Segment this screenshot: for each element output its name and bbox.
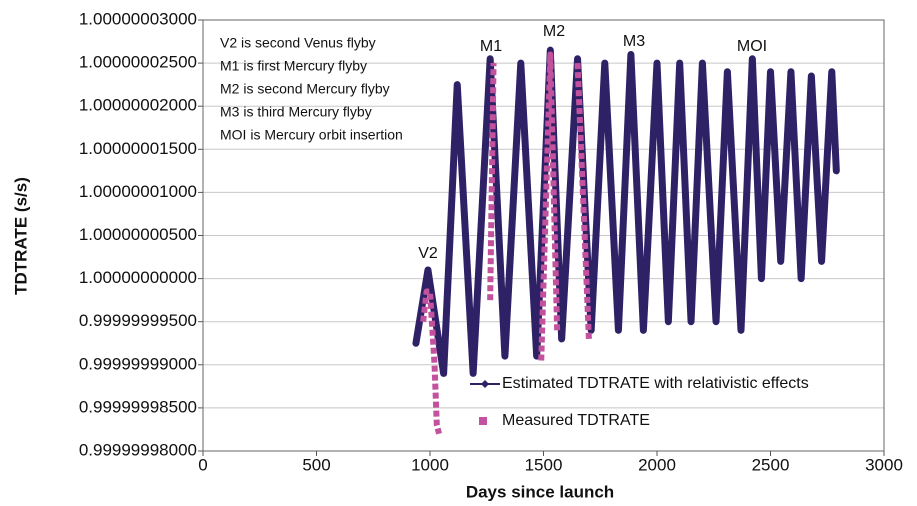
y-tick-label: 0.99999998000 <box>79 440 197 459</box>
annotation: V2 <box>418 245 438 262</box>
y-axis-label: TDTRATE (s/s) <box>11 177 30 295</box>
x-axis-label: Days since launch <box>466 482 614 501</box>
legend-marker <box>481 380 489 388</box>
estimated-line <box>412 46 840 377</box>
note: MOI is Mercury orbit insertion <box>220 127 403 143</box>
legend-label: Measured TDTRATE <box>502 412 650 429</box>
annotation: M3 <box>623 33 645 50</box>
note: V2 is second Venus flyby <box>220 35 376 51</box>
measured-line <box>538 51 561 361</box>
legend-marker <box>479 417 487 425</box>
y-tick-label: 1.00000001000 <box>79 182 197 201</box>
y-tick-label: 0.99999999000 <box>79 354 197 373</box>
x-tick-label: 3000 <box>865 455 903 474</box>
annotation: MOI <box>737 38 767 55</box>
annotation: M1 <box>480 38 502 55</box>
y-tick-label: 1.00000000000 <box>79 268 197 287</box>
x-tick-label: 2500 <box>752 455 790 474</box>
note: M1 is first Mercury flyby <box>220 58 367 74</box>
x-tick-label: 1500 <box>525 455 563 474</box>
x-tick-label: 0 <box>198 455 207 474</box>
y-tick-label: 1.00000002000 <box>79 96 197 115</box>
x-tick-label: 500 <box>302 455 330 474</box>
x-tick-label: 2000 <box>638 455 676 474</box>
y-tick-label: 1.00000000500 <box>79 225 197 244</box>
legend-label: Estimated TDTRATE with relativistic effe… <box>502 375 809 392</box>
measured-line <box>574 62 592 340</box>
y-tick-label: 1.00000001500 <box>79 139 197 158</box>
measured-line <box>487 63 497 301</box>
y-tick-label: 1.00000002500 <box>79 53 197 72</box>
note: M3 is third Mercury flyby <box>220 104 372 120</box>
annotation: M2 <box>543 23 565 40</box>
y-tick-label: 1.00000003000 <box>79 9 197 28</box>
y-tick-label: 0.99999998500 <box>79 397 197 416</box>
note: M2 is second Mercury flyby <box>220 81 390 97</box>
y-tick-label: 0.99999999500 <box>79 311 197 330</box>
x-tick-label: 1000 <box>411 455 449 474</box>
